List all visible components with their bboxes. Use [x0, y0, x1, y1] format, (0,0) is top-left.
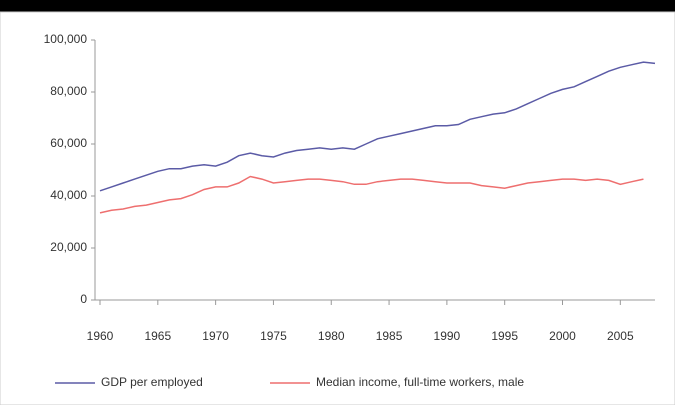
frame: [0, 11, 675, 405]
y-tick-label: 20,000: [50, 240, 87, 254]
legend-label: GDP per employed: [101, 375, 203, 389]
x-tick-label: 2005: [607, 329, 634, 343]
x-tick-label: 1995: [491, 329, 518, 343]
x-tick-label: 2000: [549, 329, 576, 343]
top-bar: [0, 0, 675, 12]
x-tick-label: 1960: [87, 329, 114, 343]
x-tick-label: 1975: [260, 329, 287, 343]
x-tick-label: 1980: [318, 329, 345, 343]
x-tick-label: 1990: [434, 329, 461, 343]
y-tick-label: 100,000: [44, 32, 88, 46]
x-tick-label: 1970: [202, 329, 229, 343]
y-tick-label: 60,000: [50, 136, 87, 150]
y-tick-label: 0: [80, 292, 87, 306]
series-line: [99, 61, 656, 192]
x-tick-label: 1965: [144, 329, 171, 343]
y-tick-label: 80,000: [50, 84, 87, 98]
y-tick-label: 40,000: [50, 188, 87, 202]
legend-label: Median income, full-time workers, male: [316, 375, 524, 389]
x-tick-label: 1985: [376, 329, 403, 343]
series-line: [99, 175, 644, 214]
